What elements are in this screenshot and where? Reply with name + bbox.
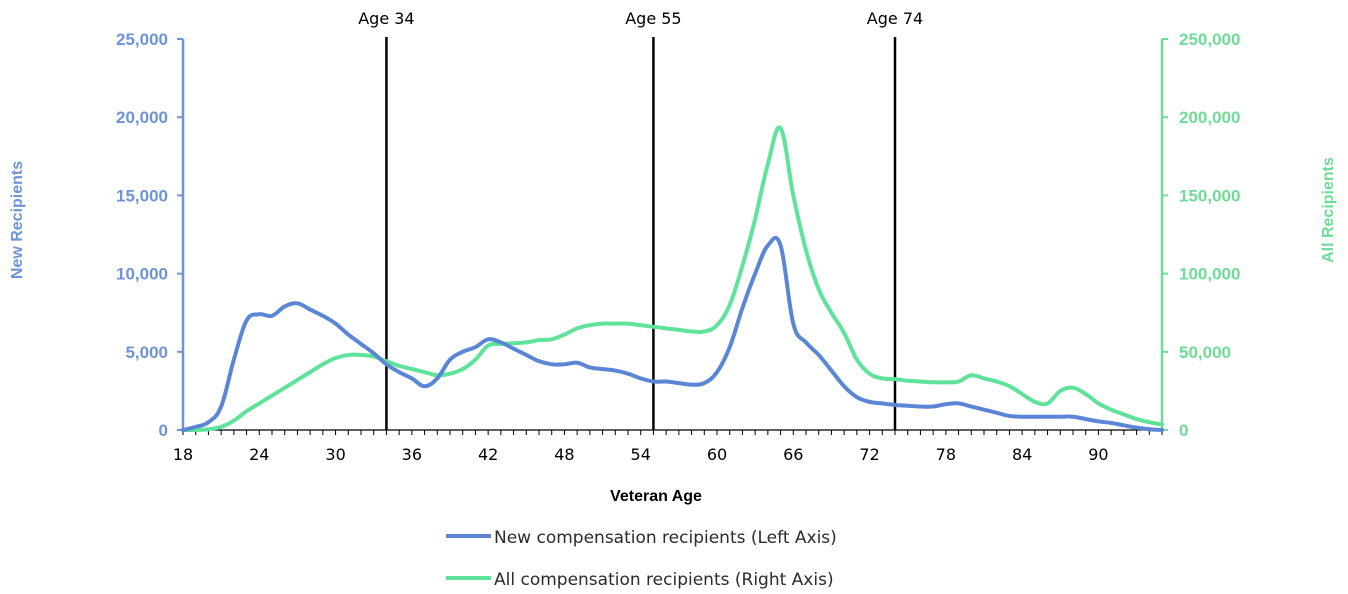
x-tick-label: 84: [1012, 445, 1032, 464]
y-axis-right-label: All Recipients: [1320, 157, 1337, 263]
x-tick-label: 42: [478, 445, 498, 464]
legend-label-new: New compensation recipients (Left Axis): [494, 528, 837, 548]
x-tick-label: 30: [325, 445, 345, 464]
y-right-tick-label: 0: [1179, 421, 1188, 440]
y-left-tick-label: 25,000: [116, 30, 168, 49]
y-right-tick-label: 150,000: [1179, 186, 1240, 205]
legend-label-all: All compensation recipients (Right Axis): [494, 570, 834, 590]
y-left-tick-label: 5,000: [125, 343, 168, 362]
y-axis-left-label: New Recipients: [9, 161, 26, 279]
y-left-tick-label: 15,000: [116, 186, 168, 205]
series-lines: [181, 125, 1164, 433]
legend: New compensation recipients (Left Axis) …: [446, 528, 837, 590]
series-line-all-recipients: [181, 125, 1164, 433]
y-right-tick-label: 200,000: [1179, 108, 1240, 127]
reference-lines: Age 34 Age 55 Age 74: [358, 9, 923, 430]
y-right-tick-label: 250,000: [1179, 30, 1240, 49]
x-tick-label: 36: [402, 445, 422, 464]
y-right-tick-label: 50,000: [1179, 343, 1231, 362]
series-line-new-recipients: [181, 235, 1164, 432]
x-tick-label: 54: [631, 445, 651, 464]
y-right-tick-label: 100,000: [1179, 265, 1240, 284]
y-left-tick-label: 10,000: [116, 265, 168, 284]
x-tick-label: 18: [173, 445, 193, 464]
axes: 0 5,000 10,000 15,000 20,000 25,000 0 50,000 100…: [116, 30, 1240, 464]
x-axis-label: Veteran Age: [610, 488, 702, 505]
x-tick-label: 66: [783, 445, 803, 464]
y-left-tick-label: 20,000: [116, 108, 168, 127]
x-tick-label: 24: [249, 445, 269, 464]
reference-label-age-55: Age 55: [625, 9, 681, 28]
x-tick-label: 72: [859, 445, 879, 464]
reference-label-age-34: Age 34: [358, 9, 414, 28]
axis-labels: New Recipients All Recipients Veteran Ag…: [9, 157, 1337, 505]
reference-label-age-74: Age 74: [867, 9, 923, 28]
x-tick-label: 60: [707, 445, 727, 464]
x-tick-label: 78: [936, 445, 956, 464]
x-tick-label: 90: [1088, 445, 1108, 464]
y-left-tick-label: 0: [159, 421, 168, 440]
x-tick-label: 48: [554, 445, 574, 464]
